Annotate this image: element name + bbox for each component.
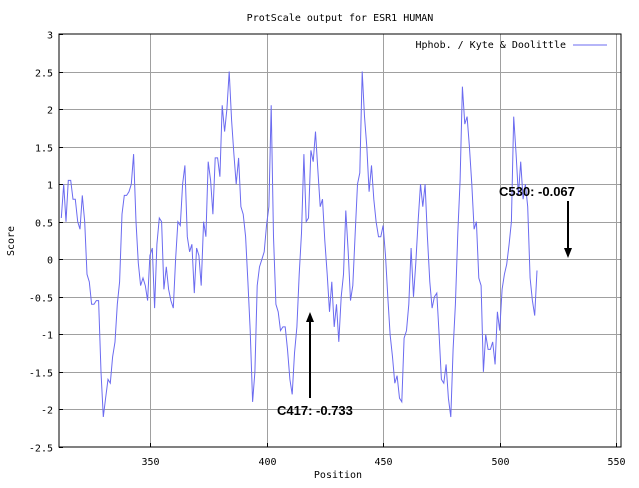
- annotation-arrowhead-c530: [564, 248, 572, 258]
- grid-lines: [59, 34, 621, 447]
- x-axis-label: Position: [314, 470, 362, 481]
- legend-label: Hphob. / Kyte & Doolittle: [415, 40, 566, 51]
- annotations: C417: -0.733 C530: -0.067: [277, 184, 575, 418]
- series-line-hydrophobicity: [60, 71, 538, 418]
- plot-area-frame: [58, 33, 622, 448]
- y-axis-label: Score: [6, 226, 17, 256]
- y-tick-label: -1: [41, 331, 53, 342]
- y-tick-label: 0: [47, 256, 53, 267]
- x-tick-label: 350: [141, 457, 159, 468]
- annotation-label-c417: C417: -0.733: [277, 403, 353, 418]
- legend: Hphob. / Kyte & Doolittle: [415, 40, 607, 51]
- y-tick-label: -1.5: [29, 369, 53, 380]
- y-tick-label: -0.5: [29, 294, 53, 305]
- x-tick-label: 550: [607, 457, 625, 468]
- y-tick-label: -2.5: [29, 444, 53, 455]
- axis-ticks: 350 400 450 500 550 -2.5 -2 -1.5 -1 -0.5 0 0.5 1 1.5 2…: [29, 31, 626, 469]
- y-tick-label: 1: [47, 181, 53, 192]
- y-tick-label: 1.5: [35, 144, 53, 155]
- chart-title: ProtScale output for ESR1 HUMAN: [247, 13, 434, 24]
- x-tick-label: 500: [491, 457, 509, 468]
- y-tick-label: -2: [41, 406, 53, 417]
- y-tick-label: 2: [47, 106, 53, 117]
- annotation-arrowhead-c417: [306, 312, 314, 322]
- y-tick-label: 3: [47, 31, 53, 42]
- y-tick-label: 2.5: [35, 69, 53, 80]
- y-tick-label: 0.5: [35, 219, 53, 230]
- annotation-label-c530: C530: -0.067: [499, 184, 575, 199]
- x-tick-label: 450: [374, 457, 392, 468]
- x-tick-label: 400: [258, 457, 276, 468]
